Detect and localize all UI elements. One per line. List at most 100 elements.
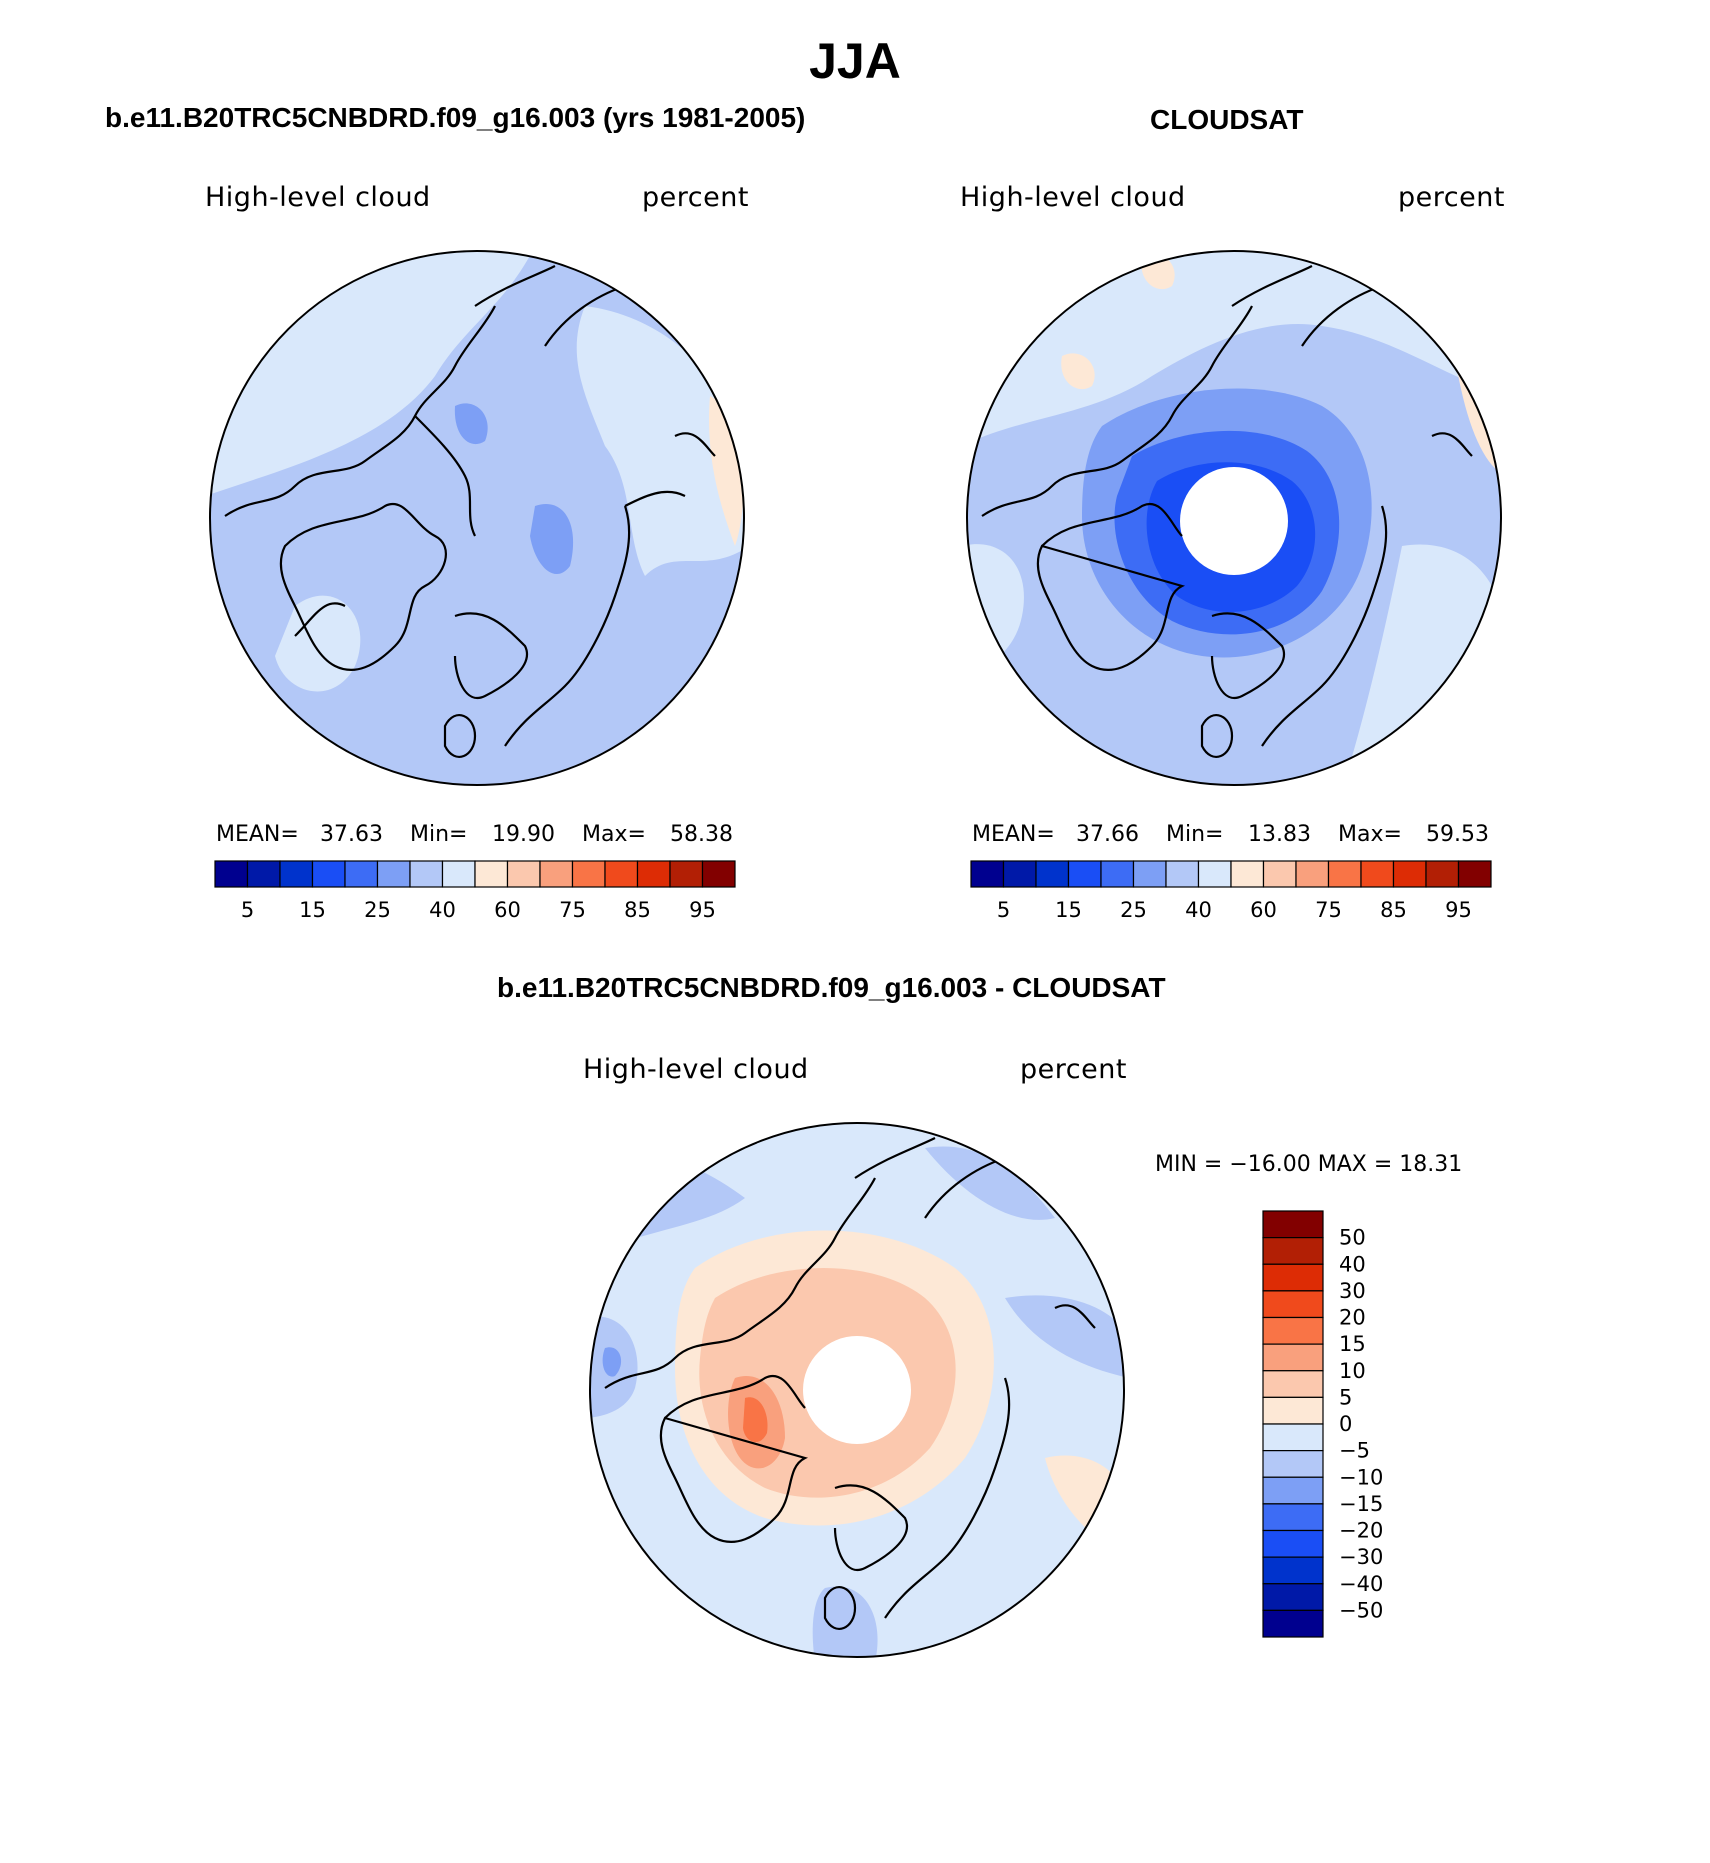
obs-colorbar: 5 15 25 40 60 75 85 95 (970, 860, 1492, 922)
model-colorbar-box (539, 860, 574, 888)
obs-colorbar-tick-label: 60 (1250, 898, 1277, 922)
diff-field-negative-south (812, 1586, 878, 1657)
model-colorbar-box (506, 860, 541, 888)
model-colorbar-box (279, 860, 314, 888)
model-colorbar-tick-label: 95 (689, 898, 716, 922)
diff-colorbar-tick-label: 10 (1339, 1359, 1366, 1383)
obs-min-value: 13.83 (1248, 822, 1311, 847)
diff-colorbar-tick-label: 30 (1339, 1279, 1366, 1303)
obs-colorbar-box (970, 860, 1005, 888)
obs-map-border (966, 250, 1502, 786)
obs-colorbar-tick-label: 15 (1055, 898, 1082, 922)
model-min-label: Min= (410, 822, 468, 847)
obs-colorbar-tick-label: 95 (1445, 898, 1472, 922)
figure-title: JJA (809, 33, 901, 89)
model-colorbar-tick-label: 25 (364, 898, 391, 922)
obs-max-value: 59.53 (1426, 822, 1489, 847)
model-colorbar-tick-label: 75 (559, 898, 586, 922)
obs-colorbar-box (1035, 860, 1070, 888)
diff-colorbar-tick-label: −50 (1339, 1598, 1383, 1622)
model-field-dark-region-2 (530, 504, 574, 575)
model-colorbar-box (474, 860, 509, 888)
diff-colorbar-tick-label: −15 (1339, 1492, 1383, 1516)
obs-colorbar-box (1425, 860, 1460, 888)
obs-colorbar-box (1360, 860, 1395, 888)
obs-colorbar-box (1132, 860, 1167, 888)
obs-field-light-region (967, 251, 1501, 446)
model-colorbar-box (701, 860, 736, 888)
model-colorbar: 5 15 25 40 60 75 85 95 (214, 860, 736, 922)
model-colorbar-tick-label: 60 (494, 898, 521, 922)
diff-colorbar-tick-label: 40 (1339, 1252, 1366, 1276)
obs-mean-label: MEAN= (972, 822, 1055, 847)
model-colorbar-tick-label: 5 (241, 898, 254, 922)
model-mean-label: MEAN= (216, 822, 299, 847)
diff-colorbar-tick-label: −5 (1339, 1439, 1370, 1463)
obs-colorbar-tick-label: 5 (997, 898, 1010, 922)
diff-colorbar-tick-label: −10 (1339, 1465, 1383, 1489)
obs-min-label: Min= (1166, 822, 1224, 847)
diff-field-negative-east (1005, 1295, 1124, 1378)
obs-colorbar-box (1002, 860, 1037, 888)
obs-colorbar-tick-label: 25 (1120, 898, 1147, 922)
model-max-value: 58.38 (670, 822, 733, 847)
model-mean-value: 37.63 (320, 822, 383, 847)
model-field-darkest-region (218, 310, 239, 341)
obs-missing-data-hole (1180, 467, 1288, 575)
diff-polar-map (589, 1122, 1125, 1658)
obs-colorbar-box (1327, 860, 1362, 888)
diff-colorbar-box (1262, 1263, 1324, 1292)
diff-colorbar-box (1262, 1583, 1324, 1611)
model-min-value: 19.90 (492, 822, 555, 847)
diff-colorbar-box (1262, 1529, 1324, 1558)
model-colorbar-box (344, 860, 379, 888)
diff-colorbar-box (1262, 1450, 1324, 1478)
obs-colorbar-box (1067, 860, 1102, 888)
diff-colorbar-box (1262, 1503, 1324, 1532)
obs-colorbar-tick-label: 85 (1380, 898, 1407, 922)
model-colorbar-box (636, 860, 671, 888)
diff-colorbar-box (1262, 1396, 1324, 1425)
model-colorbar-box (214, 860, 249, 888)
obs-colorbar-box (1197, 860, 1232, 888)
model-colorbar-box (441, 860, 476, 888)
model-colorbar-box (669, 860, 704, 888)
model-field-dark-region-3 (454, 403, 488, 445)
diff-colorbar-box (1262, 1290, 1324, 1319)
model-colorbar-tick-label: 85 (624, 898, 651, 922)
diff-colorbar-tick-label: 20 (1339, 1306, 1366, 1330)
diff-colorbar-box (1262, 1476, 1324, 1505)
model-max-label: Max= (582, 822, 646, 847)
diff-colorbar-tick-label: 0 (1339, 1412, 1352, 1436)
diff-map-border (589, 1122, 1125, 1658)
diff-field-negative-west-core (602, 1347, 622, 1377)
model-map-border (209, 250, 745, 786)
model-colorbar-box (311, 860, 346, 888)
diff-colorbar-tick-label: −40 (1339, 1572, 1383, 1596)
obs-variable-label: High-level cloud (960, 182, 1186, 213)
diff-colorbar-tick-label: 5 (1339, 1385, 1352, 1409)
diff-field-positive-peak (743, 1397, 768, 1443)
obs-units-label: percent (1398, 182, 1505, 213)
diff-colorbar-box (1262, 1423, 1324, 1452)
model-colorbar-box (246, 860, 281, 888)
obs-polar-map (966, 250, 1502, 786)
diff-colorbar-box (1262, 1370, 1324, 1398)
model-colorbar-box (409, 860, 444, 888)
model-panel-title: b.e11.B20TRC5CNBDRD.f09_g16.003 (yrs 198… (105, 102, 806, 133)
model-polar-map (209, 250, 745, 786)
obs-colorbar-box (1457, 860, 1492, 888)
model-colorbar-tick-label: 15 (299, 898, 326, 922)
obs-colorbar-box (1392, 860, 1427, 888)
diff-colorbar-box (1262, 1210, 1324, 1239)
model-colorbar-box (376, 860, 411, 888)
obs-colorbar-box (1295, 860, 1330, 888)
diff-colorbar-box (1262, 1343, 1324, 1372)
obs-max-label: Max= (1338, 822, 1402, 847)
diff-colorbar-box (1262, 1556, 1324, 1585)
obs-colorbar-tick-label: 75 (1315, 898, 1342, 922)
model-units-label: percent (642, 182, 749, 213)
diff-min-max-text: MIN = −16.00 MAX = 18.31 (1155, 1152, 1463, 1177)
